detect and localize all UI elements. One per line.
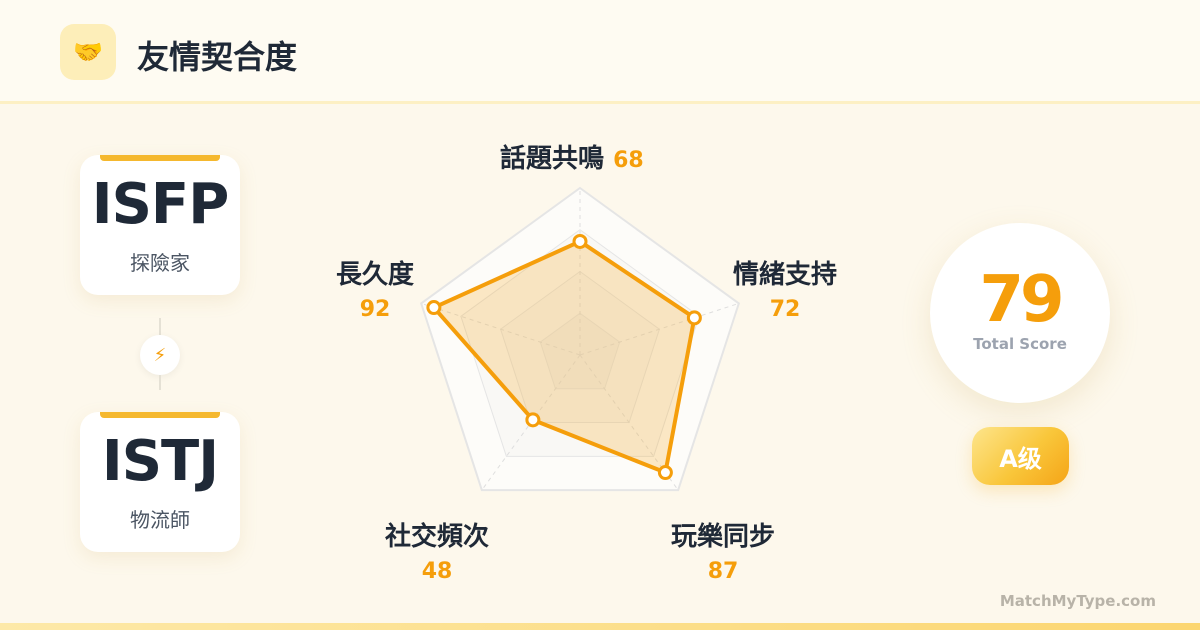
axis-label: 情緒支持	[732, 260, 837, 290]
total-score-circle: 79 Total Score	[930, 223, 1110, 403]
axis-value: 48	[421, 559, 453, 584]
handshake-icon: 🤝	[60, 24, 116, 80]
grade-badge: A级	[972, 427, 1069, 485]
card-accent	[100, 155, 220, 161]
bottom-accent	[0, 623, 1200, 630]
footer-brand: MatchMyType.com	[999, 592, 1156, 610]
type-code: ISFP	[91, 172, 229, 237]
data-point	[525, 412, 541, 428]
grid-spoke	[579, 302, 739, 356]
type-card-1: ISFP 探險家	[80, 155, 240, 295]
connector-line	[159, 375, 161, 390]
total-score-caption: Total Score	[973, 335, 1067, 353]
data-point	[657, 465, 673, 481]
axis-label-longevity: 長久度 92	[330, 254, 420, 322]
type-card-2: ISTJ 物流師	[80, 412, 240, 552]
type-name: 物流師	[130, 508, 190, 532]
header: 🤝 友情契合度	[0, 0, 1200, 104]
card-accent	[100, 412, 220, 418]
data-point	[686, 310, 702, 326]
data-point	[426, 300, 442, 316]
axis-value: 87	[707, 559, 739, 584]
axis-value: 68	[613, 148, 644, 173]
data-area	[431, 239, 697, 475]
total-score-value: 79	[979, 263, 1064, 337]
axis-label-fun: 玩樂同步 87	[662, 516, 784, 584]
axis-label: 話題共鳴	[500, 144, 605, 174]
type-name: 探險家	[130, 251, 190, 275]
connector-line	[159, 318, 161, 335]
axis-label: 玩樂同步	[670, 522, 775, 552]
page-title: 友情契合度	[137, 38, 298, 76]
axis-value: 72	[769, 297, 801, 322]
data-point	[572, 233, 588, 249]
type-code: ISTJ	[101, 429, 219, 494]
grid-spoke	[421, 302, 581, 356]
lightning-icon: ⚡	[140, 335, 180, 375]
axis-label: 社交頻次	[384, 522, 489, 552]
axis-label-emotion: 情緒支持 72	[726, 254, 844, 322]
axis-label: 長久度	[335, 260, 414, 290]
axis-label-topic: 話題共鳴 68	[500, 138, 644, 175]
axis-value: 92	[359, 297, 391, 322]
axis-label-social: 社交頻次 48	[376, 516, 498, 584]
